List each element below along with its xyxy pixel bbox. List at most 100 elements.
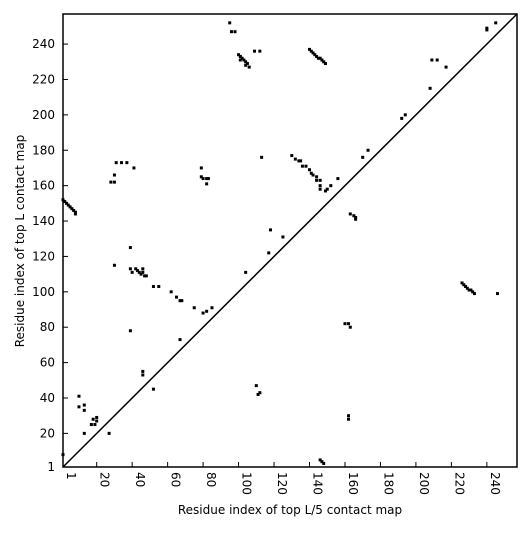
- contact-point: [472, 292, 476, 296]
- contact-point: [237, 53, 241, 57]
- diagonal: [62, 13, 518, 468]
- contact-point: [238, 54, 242, 58]
- y-tick-label: 120: [32, 249, 55, 263]
- y-tick-label: 60: [40, 356, 55, 370]
- contact-point: [485, 26, 489, 30]
- contact-point: [329, 184, 333, 188]
- contact-point: [73, 210, 77, 214]
- x-tick-label: 40: [133, 472, 147, 487]
- contact-point: [347, 417, 351, 421]
- contact-point: [311, 173, 315, 177]
- y-axis-label: Residue index of top L contact map: [13, 135, 27, 348]
- y-tick-label: 40: [40, 391, 55, 405]
- contact-point: [144, 274, 148, 278]
- contact-point: [120, 161, 124, 165]
- x-tick-label: 80: [204, 472, 218, 487]
- contact-point: [137, 270, 141, 274]
- contact-point: [240, 56, 244, 60]
- contact-point: [82, 403, 86, 407]
- contact-point: [77, 394, 81, 398]
- contact-point: [309, 171, 313, 175]
- contact-point: [435, 58, 439, 62]
- contact-point: [242, 58, 246, 62]
- contact-point: [467, 288, 471, 292]
- contact-point: [311, 51, 315, 55]
- contact-point: [430, 58, 434, 62]
- contact-point: [347, 322, 351, 326]
- contact-point: [469, 288, 473, 292]
- y-tick-label: 80: [40, 320, 55, 334]
- contact-point: [460, 281, 464, 285]
- contact-point: [485, 28, 489, 32]
- contact-point: [352, 214, 356, 218]
- contact-point: [192, 306, 196, 310]
- contact-point: [73, 212, 77, 216]
- contact-point: [169, 290, 173, 294]
- contact-point: [247, 65, 251, 69]
- contact-point: [228, 21, 232, 25]
- contact-point: [322, 60, 326, 64]
- contact-point: [403, 113, 407, 117]
- contact-point: [318, 178, 322, 182]
- contact-point: [114, 161, 118, 165]
- contact-point: [178, 299, 182, 303]
- contact-point: [254, 384, 258, 388]
- contact-point: [143, 274, 147, 278]
- plot-frame: [62, 13, 518, 468]
- contact-point: [258, 49, 262, 53]
- contact-point: [464, 285, 468, 289]
- x-tick-label: 180: [381, 472, 395, 495]
- contact-point: [82, 431, 86, 435]
- contact-point: [304, 164, 308, 168]
- contact-point: [141, 270, 145, 274]
- contact-point: [348, 212, 352, 216]
- contact-point: [253, 49, 257, 53]
- x-tick-label: 160: [346, 472, 360, 495]
- contact-point: [199, 166, 203, 170]
- contact-point: [318, 458, 322, 462]
- contact-point: [323, 62, 327, 66]
- contact-point: [315, 178, 319, 182]
- contact-point: [267, 251, 271, 255]
- contact-point: [63, 200, 67, 204]
- contact-point: [141, 369, 145, 373]
- contact-point: [112, 173, 116, 177]
- contact-point: [348, 325, 352, 329]
- contact-point: [107, 431, 111, 435]
- x-tick-label: 20: [98, 472, 112, 487]
- contact-point: [130, 270, 134, 274]
- contact-point: [199, 175, 203, 179]
- contact-point: [444, 65, 448, 69]
- contact-point: [465, 286, 469, 290]
- y-tick-label: 160: [32, 179, 55, 193]
- x-tick-label: 240: [488, 472, 502, 495]
- contact-point: [462, 283, 466, 287]
- contact-point: [361, 155, 365, 159]
- contact-point: [205, 177, 209, 181]
- contact-point: [258, 391, 262, 395]
- y-tick-label: 200: [32, 108, 55, 122]
- contact-point: [66, 203, 70, 207]
- contact-point: [318, 56, 322, 60]
- contact-point: [313, 53, 317, 57]
- x-tick-label: 100: [240, 472, 254, 495]
- y-tick-label: 240: [32, 37, 55, 51]
- contact-point: [336, 177, 340, 181]
- x-tick-label: 60: [169, 472, 183, 487]
- contact-point: [139, 272, 143, 276]
- contact-point: [95, 419, 99, 423]
- x-axis-label: Residue index of top L/5 contact map: [178, 503, 402, 517]
- contact-point: [134, 267, 138, 271]
- contact-point: [281, 235, 285, 239]
- contact-point: [175, 295, 178, 299]
- contact-point: [201, 177, 205, 181]
- y-tick-label: 1: [47, 460, 55, 474]
- contact-point: [308, 47, 312, 51]
- contact-point: [132, 166, 136, 170]
- contact-point: [244, 60, 248, 64]
- contact-point: [343, 322, 347, 326]
- contact-point: [325, 187, 329, 191]
- x-tick-label: 120: [275, 472, 289, 495]
- contact-point: [82, 408, 86, 412]
